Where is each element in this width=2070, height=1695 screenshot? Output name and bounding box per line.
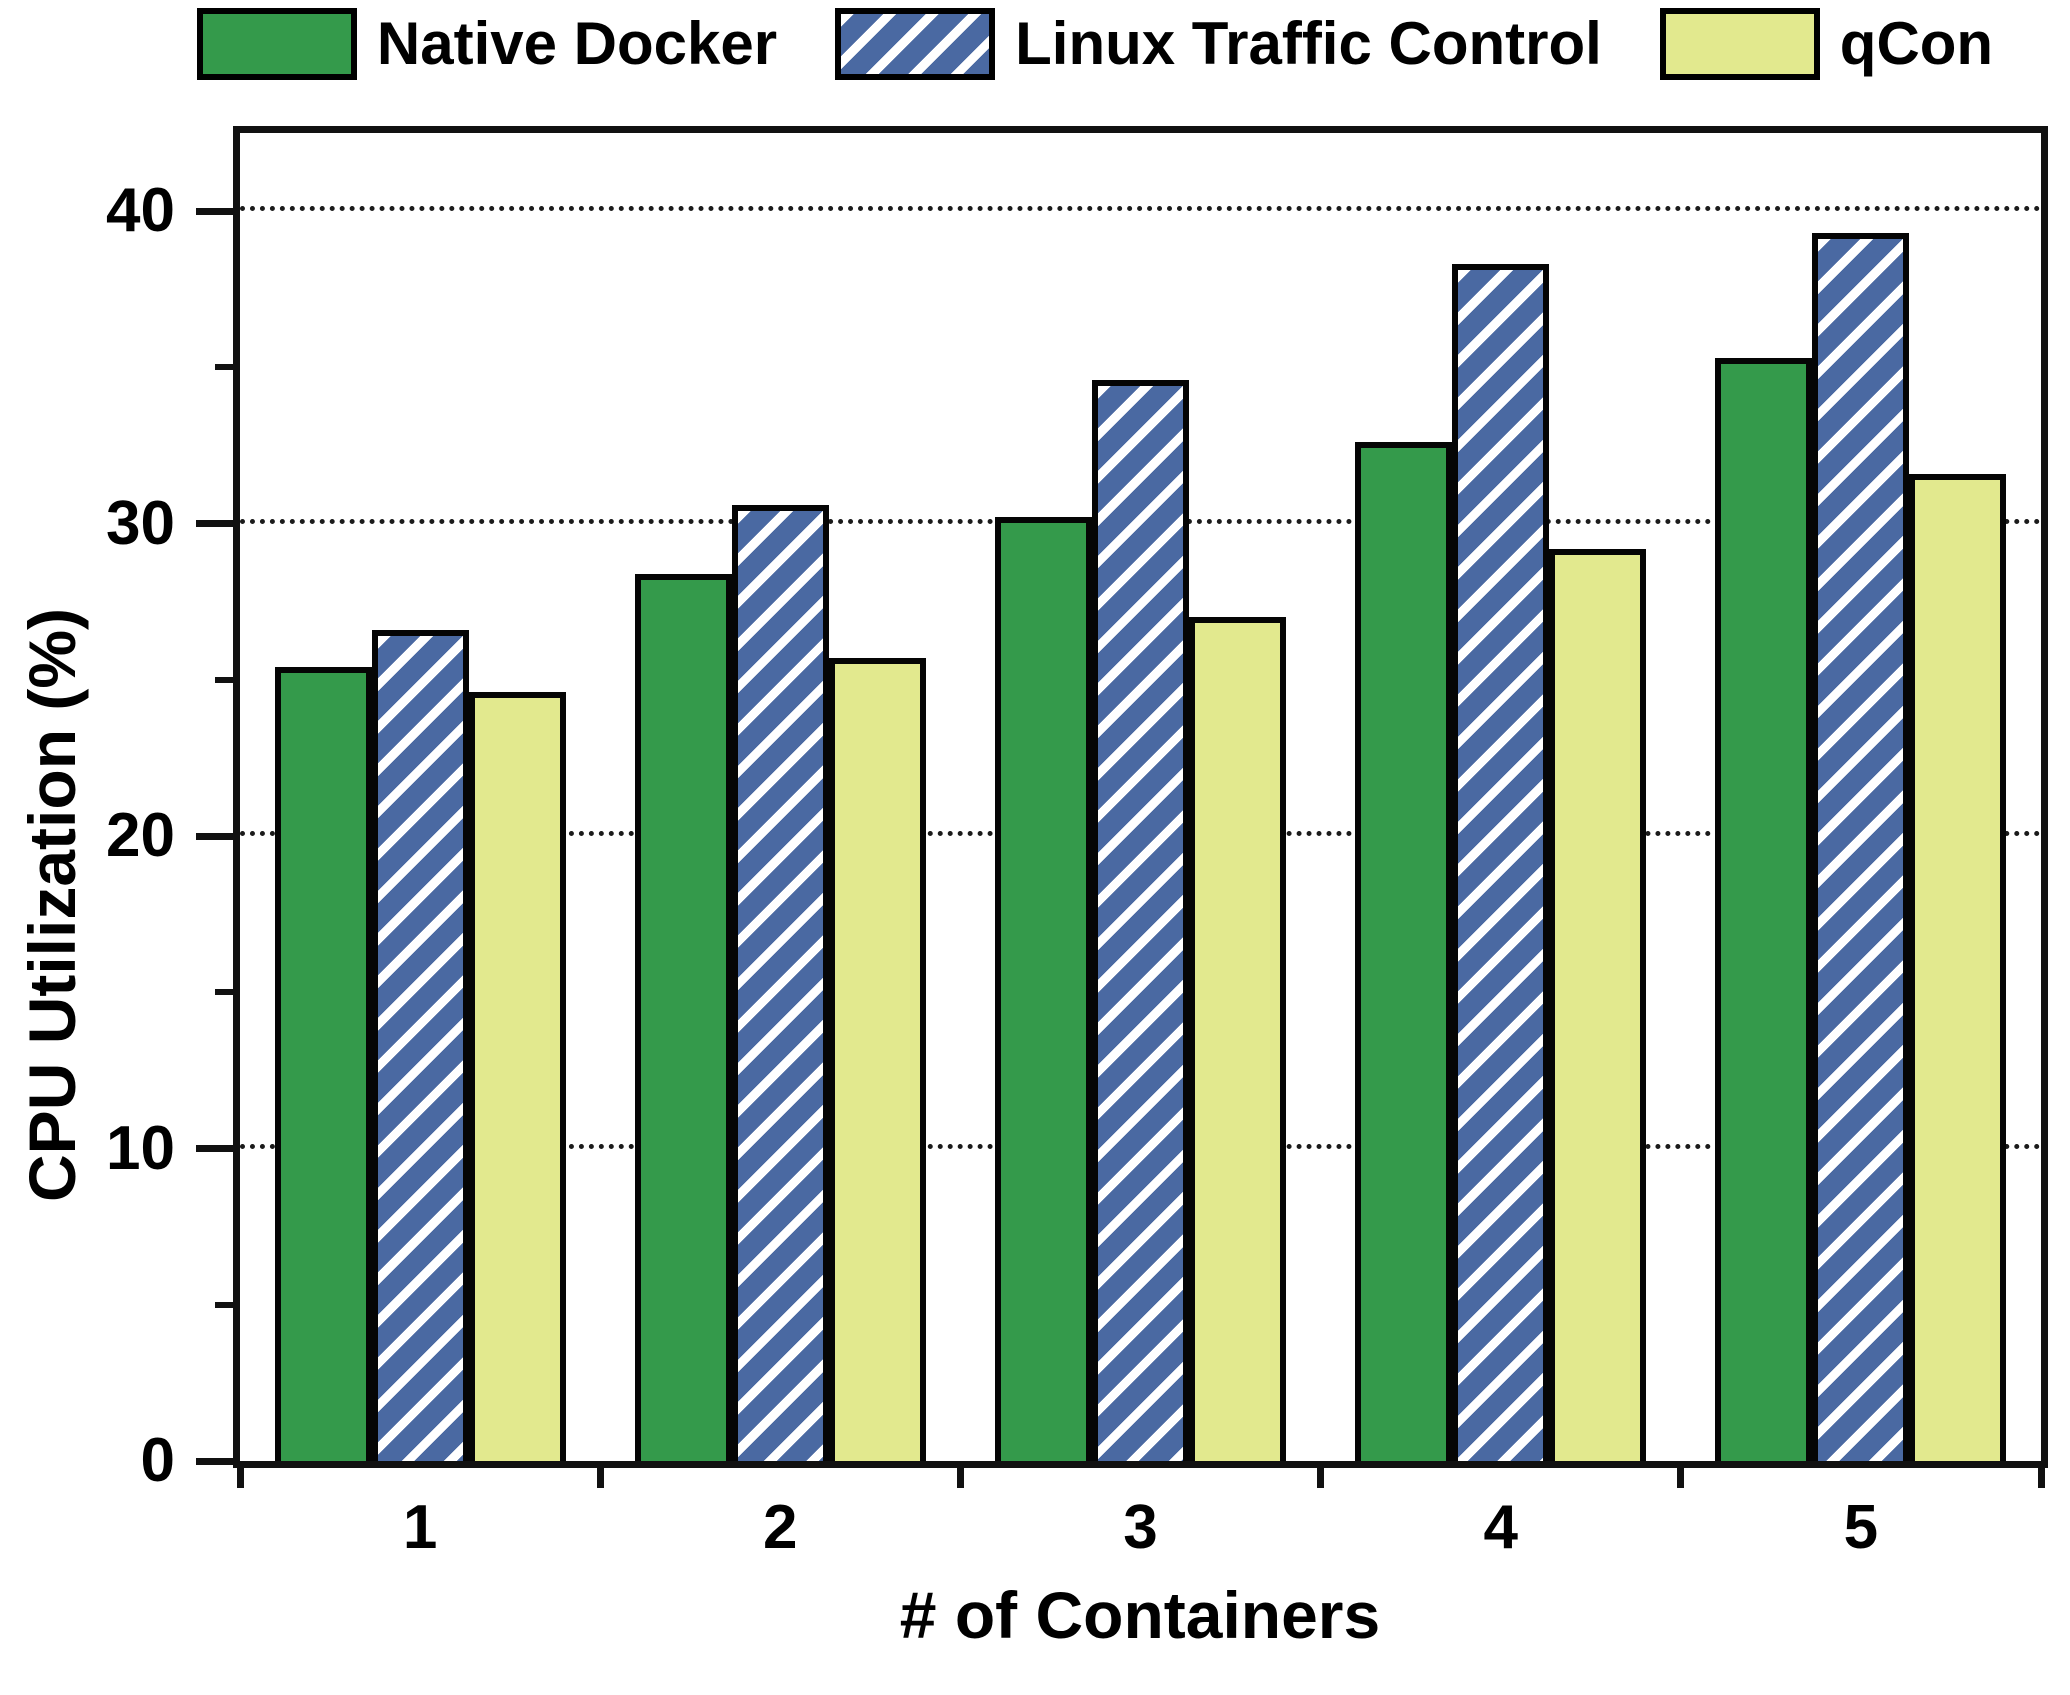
bar-qcon-group-4 (1549, 548, 1647, 1461)
bar-native-docker-group-2 (634, 573, 732, 1461)
y-minor-tick-25 (215, 676, 233, 683)
legend-item-native-docker: Native Docker (196, 8, 778, 80)
bar-linux-traffic-control-group-5 (1812, 233, 1910, 1461)
legend-label-native-docker: Native Docker (376, 10, 778, 77)
y-tick-label-0: 0 (140, 1426, 175, 1495)
y-tick-label-10: 10 (106, 1113, 175, 1183)
y-tick-label-30: 30 (106, 488, 175, 558)
x-tick-label-5: 5 (1843, 1493, 1879, 1562)
plot-area: 0 10 20 30 40 1 2 3 4 5 (106, 126, 2048, 1562)
bar-linux-traffic-control-group-3 (1092, 379, 1189, 1461)
x-axis-title: # of Containers (899, 1578, 1381, 1652)
legend: Native Docker Linux Traffic Control qCon (0, 8, 2070, 80)
legend-swatch-linux-traffic-control (835, 8, 996, 80)
bar-qcon-group-3 (1189, 617, 1286, 1461)
x-tick-1 (596, 1461, 604, 1488)
x-tick-3 (1317, 1461, 1325, 1488)
bar-linux-traffic-control-group-4 (1452, 264, 1550, 1461)
gridline-y-40 (240, 206, 2041, 212)
y-tick-label-40: 40 (106, 176, 175, 246)
legend-swatch-qcon (1659, 8, 1820, 80)
y-major-tick-40 (196, 207, 233, 215)
y-major-tick-30 (196, 520, 233, 528)
bar-linux-traffic-control-group-2 (731, 504, 829, 1461)
y-axis-title: CPU Utilization (%) (15, 608, 89, 1202)
x-tick-4 (1677, 1461, 1685, 1488)
legend-label-qcon: qCon (1839, 10, 1994, 77)
y-minor-tick-5 (215, 1301, 233, 1308)
bar-native-docker-group-4 (1355, 442, 1453, 1461)
y-major-tick-10 (196, 1145, 233, 1153)
x-tick-5 (2037, 1461, 2045, 1488)
legend-swatch-native-docker (196, 8, 357, 80)
bar-native-docker-group-1 (274, 667, 372, 1461)
legend-item-linux-traffic-control: Linux Traffic Control (835, 8, 1602, 80)
x-tick-label-2: 2 (763, 1493, 798, 1562)
y-minor-tick-15 (215, 989, 233, 996)
bar-native-docker-group-3 (995, 517, 1092, 1461)
bar-qcon-group-5 (1909, 473, 2007, 1461)
bar-qcon-group-2 (828, 657, 926, 1461)
x-tick-label-4: 4 (1483, 1493, 1518, 1562)
x-tick-0 (236, 1461, 244, 1488)
x-tick-label-3: 3 (1123, 1493, 1158, 1562)
y-major-tick-20 (196, 832, 233, 840)
x-tick-2 (956, 1461, 964, 1488)
legend-label-linux-traffic-control: Linux Traffic Control (1015, 10, 1602, 77)
bar-linux-traffic-control-group-1 (371, 629, 469, 1461)
x-tick-label-1: 1 (402, 1493, 438, 1562)
y-minor-tick-35 (215, 364, 233, 371)
y-major-tick-0 (196, 1457, 233, 1465)
y-tick-label-20: 20 (106, 801, 175, 871)
bar-qcon-group-1 (468, 692, 566, 1461)
bar-native-docker-group-5 (1715, 357, 1813, 1461)
legend-item-qcon: qCon (1659, 8, 1994, 80)
